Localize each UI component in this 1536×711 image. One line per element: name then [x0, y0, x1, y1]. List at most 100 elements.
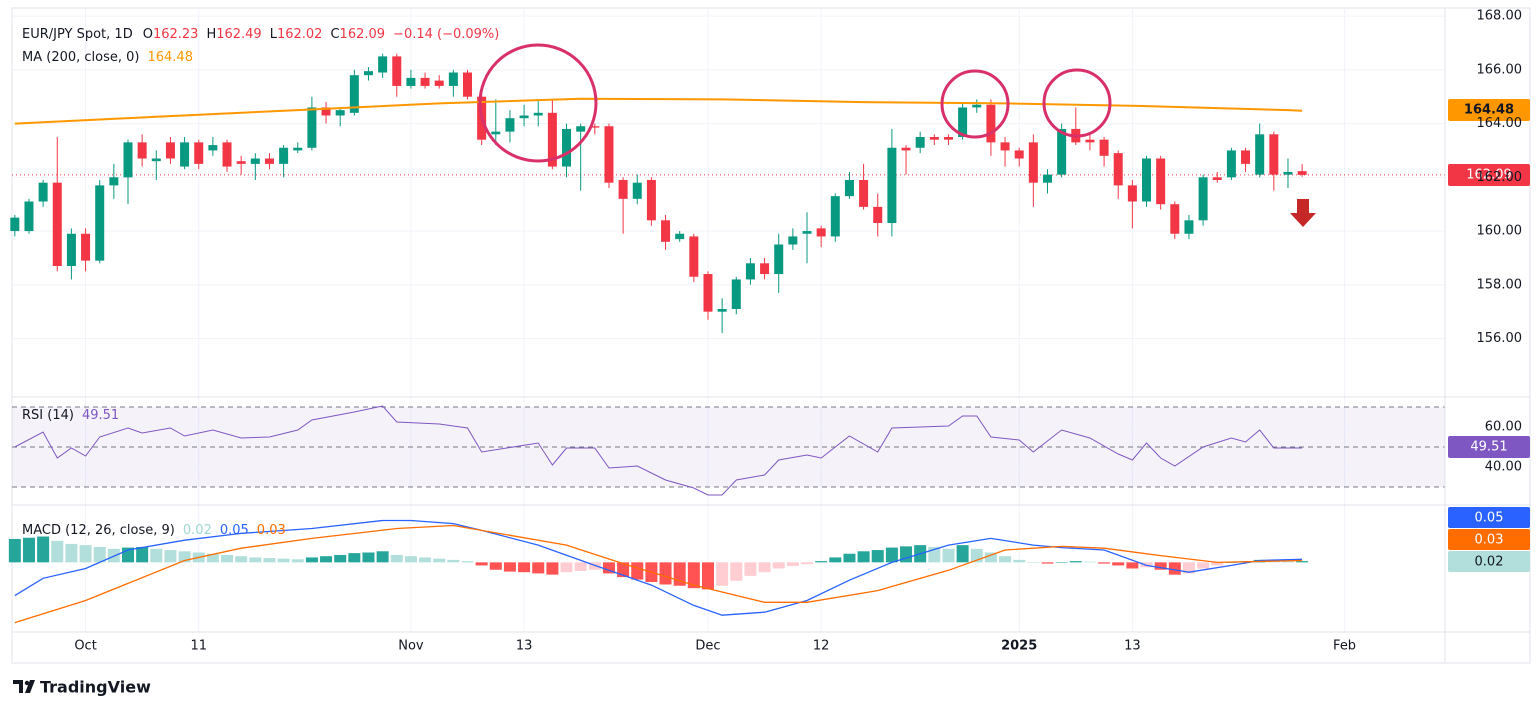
macd-histogram-bar	[376, 551, 389, 563]
candle-body	[661, 220, 671, 242]
candle-body	[335, 110, 345, 116]
macd-histogram-bar	[390, 554, 403, 563]
macd-histogram-bar	[942, 548, 955, 563]
y-tick-label: 158.00	[1477, 277, 1523, 292]
macd-histogram-bar	[503, 562, 516, 572]
candle-body	[66, 233, 76, 266]
macd-histogram-bar	[1168, 562, 1181, 575]
marks	[8, 53, 1309, 624]
symbol-title: EUR/JPY Spot, 1D	[22, 27, 133, 42]
x-tick-label: 13	[516, 639, 533, 654]
macd-histogram-bar	[206, 553, 219, 563]
candle-body	[1014, 150, 1024, 159]
candle-body	[24, 201, 34, 232]
macd-histogram-bar	[560, 562, 573, 573]
candle-body	[802, 231, 812, 234]
candle-body	[816, 228, 826, 237]
candle-body	[279, 147, 289, 164]
x-tick-label: Oct	[74, 639, 96, 654]
macd-histogram-bar	[716, 562, 729, 586]
candle-body	[1170, 204, 1180, 234]
candle-body	[1297, 171, 1307, 175]
macd-histogram-bar	[843, 553, 856, 563]
candle-body	[703, 274, 713, 312]
macd-histogram-bar	[1296, 561, 1309, 563]
brand-logo	[13, 680, 35, 693]
macd-histogram-bar	[37, 536, 50, 563]
grid	[12, 8, 1445, 632]
macd-histogram-bar	[447, 559, 460, 563]
last-price-box	[1448, 164, 1530, 186]
candle-body	[590, 126, 600, 128]
rsi-box	[1448, 436, 1530, 458]
macd-histogram-bar	[263, 558, 276, 563]
candle-body	[958, 107, 968, 137]
macd-histogram-bar	[348, 553, 361, 563]
y-tick-label: 160.00	[1477, 224, 1523, 239]
signal-box	[1448, 529, 1530, 550]
candle-body	[1085, 139, 1095, 143]
macd-box	[1448, 507, 1530, 528]
candle-body	[844, 180, 854, 197]
l-value: 162.02	[277, 27, 323, 42]
macd-histogram-bar	[574, 562, 587, 571]
candle-body	[378, 56, 388, 73]
macd-histogram-bar	[1211, 562, 1224, 566]
candle-body	[689, 236, 699, 277]
candle-body	[250, 158, 260, 164]
macd-histogram-bar	[136, 546, 149, 563]
macd-box-label: 0.05	[1475, 511, 1504, 526]
macd-histogram-bar	[1083, 561, 1096, 563]
candle-body	[873, 206, 883, 223]
x-tick-label: 11	[190, 639, 207, 654]
macd-histogram-bar	[1182, 562, 1195, 574]
candle-body	[434, 80, 444, 86]
macd-histogram-bar	[772, 562, 785, 569]
macd-histogram-bar	[1197, 562, 1210, 569]
candle-body	[986, 104, 996, 143]
candle-body	[1184, 220, 1194, 234]
highlight-circle	[940, 69, 1010, 139]
macd-histogram-bar	[51, 540, 64, 563]
macd-histogram-bar	[687, 562, 700, 589]
macd-histogram-bar	[758, 562, 771, 573]
candle-body	[915, 137, 925, 148]
last-price-label: 162.09	[1466, 168, 1512, 183]
candle-body	[929, 137, 939, 140]
macd-histogram-bar	[433, 558, 446, 563]
macd-histogram-bar	[815, 561, 828, 563]
macd-histogram-bar	[121, 547, 134, 563]
candle-body	[194, 142, 204, 164]
ma-price-box	[1448, 99, 1530, 121]
candle-body	[859, 180, 869, 207]
candle-body	[717, 309, 727, 312]
hist-box	[1448, 551, 1530, 572]
candle-body	[1283, 171, 1293, 175]
macd-histogram-bar	[631, 562, 644, 580]
rsi-line	[14, 405, 1303, 496]
candle-body	[264, 158, 274, 164]
candle-body	[604, 126, 614, 183]
macd-histogram-bar	[786, 562, 799, 567]
candle-body	[293, 147, 303, 151]
macd-histogram-bar	[1055, 562, 1068, 563]
candle-body	[675, 233, 685, 240]
macd-histogram-bar	[178, 551, 191, 563]
c-letter: C	[330, 27, 339, 42]
macd-line	[14, 519, 1303, 616]
candle-body	[1241, 150, 1251, 164]
macd-histogram-bar	[1098, 562, 1111, 564]
macd-histogram-bar	[984, 552, 997, 563]
macd-histogram-bar	[1112, 562, 1125, 566]
macd-histogram-bar	[871, 550, 884, 563]
macd-name: MACD (12, 26, close, 9)	[22, 523, 175, 538]
x-tick-label: 13	[1124, 639, 1141, 654]
x-tick-label: Feb	[1333, 639, 1356, 654]
macd-histogram-bar	[701, 562, 714, 590]
macd-histogram-bar	[461, 561, 474, 563]
candle-body	[420, 77, 430, 86]
candle-body	[731, 279, 741, 309]
candle-body	[448, 72, 458, 86]
